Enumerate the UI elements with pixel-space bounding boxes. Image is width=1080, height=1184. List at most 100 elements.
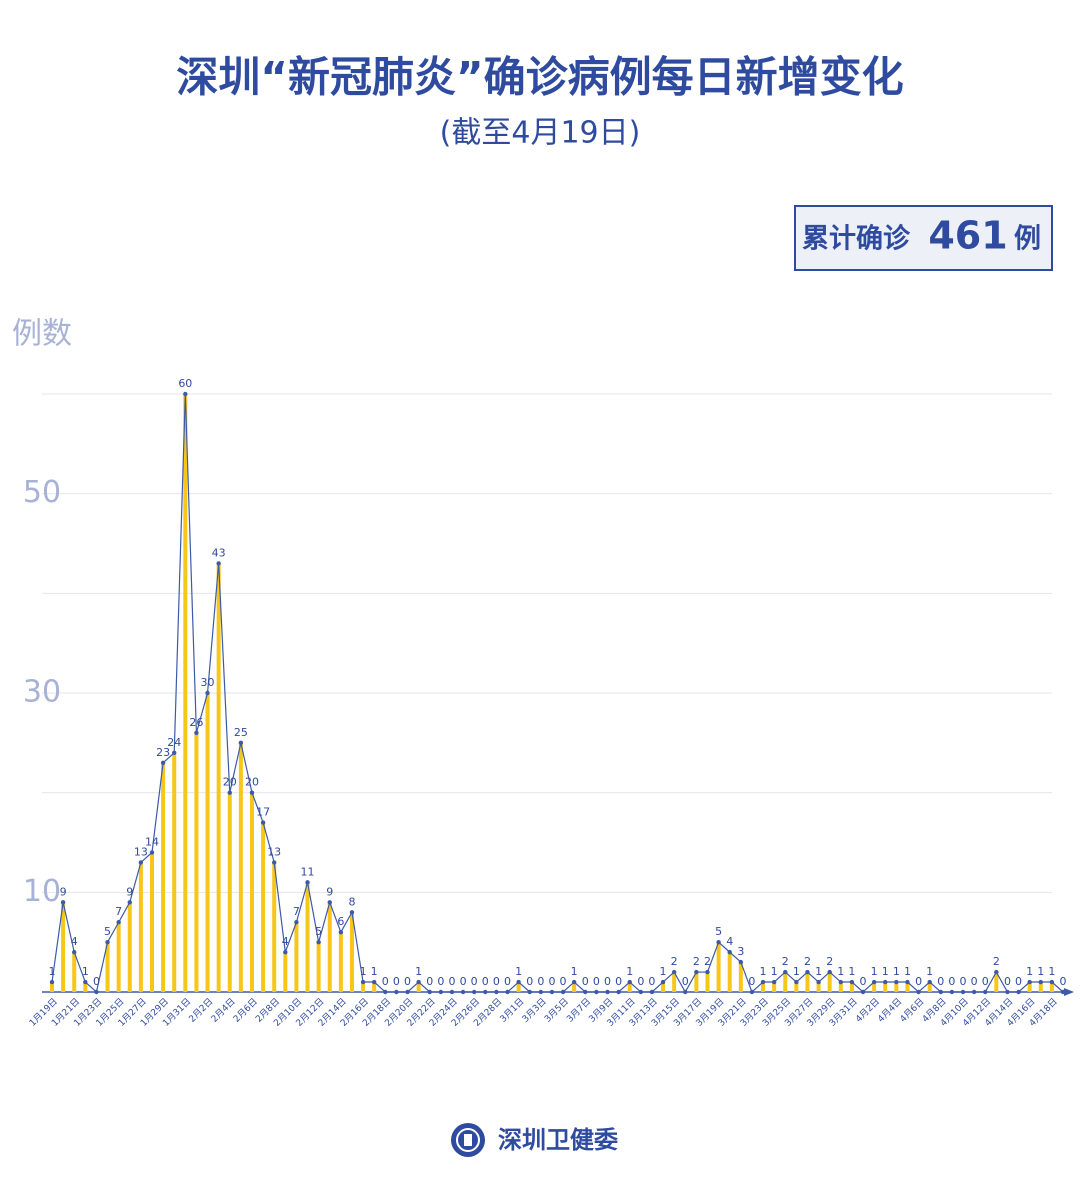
point xyxy=(383,989,388,995)
data-label: 7 xyxy=(293,905,300,918)
bar xyxy=(994,972,999,992)
point xyxy=(238,740,244,746)
data-label: 2 xyxy=(804,955,811,968)
bar xyxy=(727,952,732,992)
point xyxy=(649,989,655,995)
point xyxy=(427,989,432,995)
data-label: 2 xyxy=(671,955,678,968)
point xyxy=(527,989,532,995)
point xyxy=(627,979,632,985)
data-label: 13 xyxy=(134,845,148,858)
data-label: 1 xyxy=(815,965,822,978)
bar xyxy=(716,942,721,992)
point xyxy=(449,989,455,995)
point xyxy=(72,949,77,955)
data-label: 43 xyxy=(212,546,226,559)
data-label: 0 xyxy=(593,975,600,988)
point xyxy=(416,979,421,985)
data-label: 0 xyxy=(582,975,589,988)
data-label: 1 xyxy=(926,965,933,978)
footer: 深圳卫健委 xyxy=(498,1126,618,1154)
bar xyxy=(516,982,521,992)
point xyxy=(371,979,377,985)
point xyxy=(183,391,188,397)
bar xyxy=(61,902,66,992)
data-label: 0 xyxy=(382,975,389,988)
bar xyxy=(294,922,299,992)
data-label: 25 xyxy=(234,726,248,739)
data-label: 4 xyxy=(71,935,78,948)
data-label: 1 xyxy=(1037,965,1044,978)
data-label: 0 xyxy=(682,975,689,988)
point xyxy=(749,989,755,995)
data-label: 24 xyxy=(167,736,181,749)
point xyxy=(949,989,955,995)
bar xyxy=(672,972,677,992)
bar xyxy=(416,982,421,992)
bar xyxy=(1038,982,1043,992)
data-label: 7 xyxy=(115,905,122,918)
point xyxy=(894,979,899,985)
bar xyxy=(1049,982,1054,992)
bar xyxy=(927,982,932,992)
point xyxy=(227,790,232,795)
data-label: 1 xyxy=(760,965,767,978)
point xyxy=(971,989,977,995)
data-label: 4 xyxy=(726,935,733,948)
data-label: 9 xyxy=(126,885,133,898)
data-label: 26 xyxy=(189,716,203,729)
bar xyxy=(838,982,843,992)
bar xyxy=(238,742,243,992)
data-label: 8 xyxy=(348,895,355,908)
point xyxy=(60,900,66,905)
point xyxy=(549,989,555,995)
point xyxy=(494,989,499,995)
bar xyxy=(161,762,166,992)
bar xyxy=(194,732,199,992)
data-label: 0 xyxy=(1060,975,1067,988)
point xyxy=(727,949,732,955)
data-label: 0 xyxy=(437,975,444,988)
point xyxy=(194,730,199,736)
data-label: 0 xyxy=(426,975,433,988)
point xyxy=(905,979,910,985)
point xyxy=(105,939,110,945)
bar xyxy=(905,982,910,992)
data-label: 5 xyxy=(315,925,322,938)
data-label: 0 xyxy=(548,975,555,988)
point xyxy=(349,910,355,915)
data-label: 0 xyxy=(537,975,544,988)
data-label: 1 xyxy=(882,965,889,978)
point xyxy=(960,989,966,995)
data-label: 1 xyxy=(837,965,844,978)
data-label: 5 xyxy=(715,925,722,938)
data-label: 0 xyxy=(93,975,100,988)
y-axis-label: 例数 xyxy=(12,317,72,352)
data-label: 0 xyxy=(637,975,644,988)
point xyxy=(571,979,577,985)
bar xyxy=(316,942,321,992)
point xyxy=(83,979,88,985)
bar xyxy=(772,982,777,992)
point xyxy=(827,969,832,975)
data-label: 0 xyxy=(1004,975,1011,988)
data-label: 0 xyxy=(982,975,989,988)
point xyxy=(316,939,321,945)
point xyxy=(805,969,810,975)
point xyxy=(127,900,132,905)
data-label: 0 xyxy=(915,975,922,988)
y-tick-label: 10 xyxy=(23,874,61,909)
point xyxy=(816,979,821,985)
point xyxy=(271,860,277,865)
point xyxy=(849,979,855,985)
data-label: 1 xyxy=(1048,965,1055,978)
bar xyxy=(216,563,221,992)
data-label: 2 xyxy=(782,955,789,968)
point xyxy=(471,989,477,995)
data-label: 1 xyxy=(360,965,367,978)
point xyxy=(594,989,599,995)
bar xyxy=(116,922,121,992)
data-label: 0 xyxy=(604,975,611,988)
data-label: 0 xyxy=(460,975,467,988)
point xyxy=(716,939,721,945)
